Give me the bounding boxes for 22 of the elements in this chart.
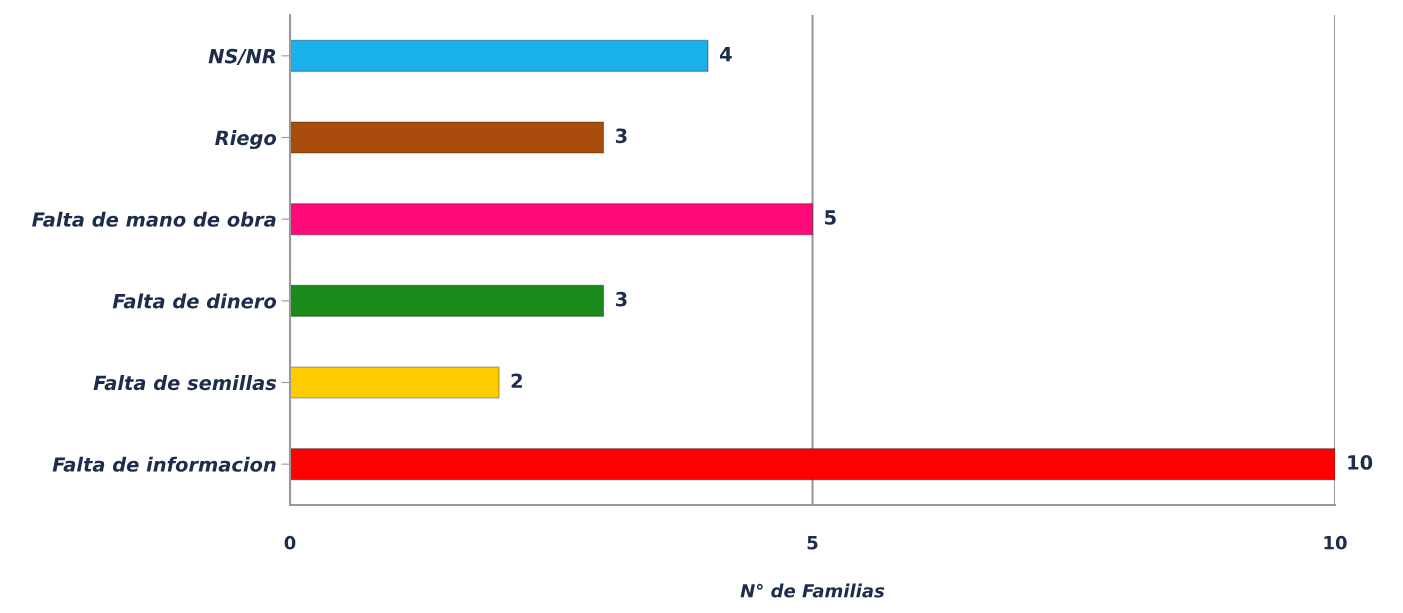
bar (290, 203, 814, 236)
bar (290, 121, 605, 154)
y-tick-label: Falta de dinero (112, 293, 277, 309)
data-label: 10 (1348, 455, 1373, 470)
data-label: 3 (615, 128, 627, 144)
bar (290, 284, 605, 317)
x-axis-title: N° de Familias (740, 583, 885, 598)
data-label: 4 (719, 47, 732, 62)
data-label: 5 (825, 210, 836, 225)
y-tick-label: Falta de mano de obra (32, 211, 276, 227)
y-tick-label: Falta de semillas (93, 375, 277, 391)
x-tick-label: 5 (807, 536, 818, 550)
x-tick-label: 10 (1324, 535, 1347, 550)
bar (290, 39, 709, 72)
data-label: 3 (615, 291, 627, 307)
y-tick-label: NS/NR (208, 48, 276, 66)
y-tick-label: Falta de informacion (52, 456, 276, 472)
data-label: 2 (511, 373, 522, 388)
y-tick-label: Riego (215, 130, 277, 150)
bar (290, 448, 1335, 481)
x-tick-label: 0 (284, 535, 296, 550)
bar (290, 366, 500, 399)
